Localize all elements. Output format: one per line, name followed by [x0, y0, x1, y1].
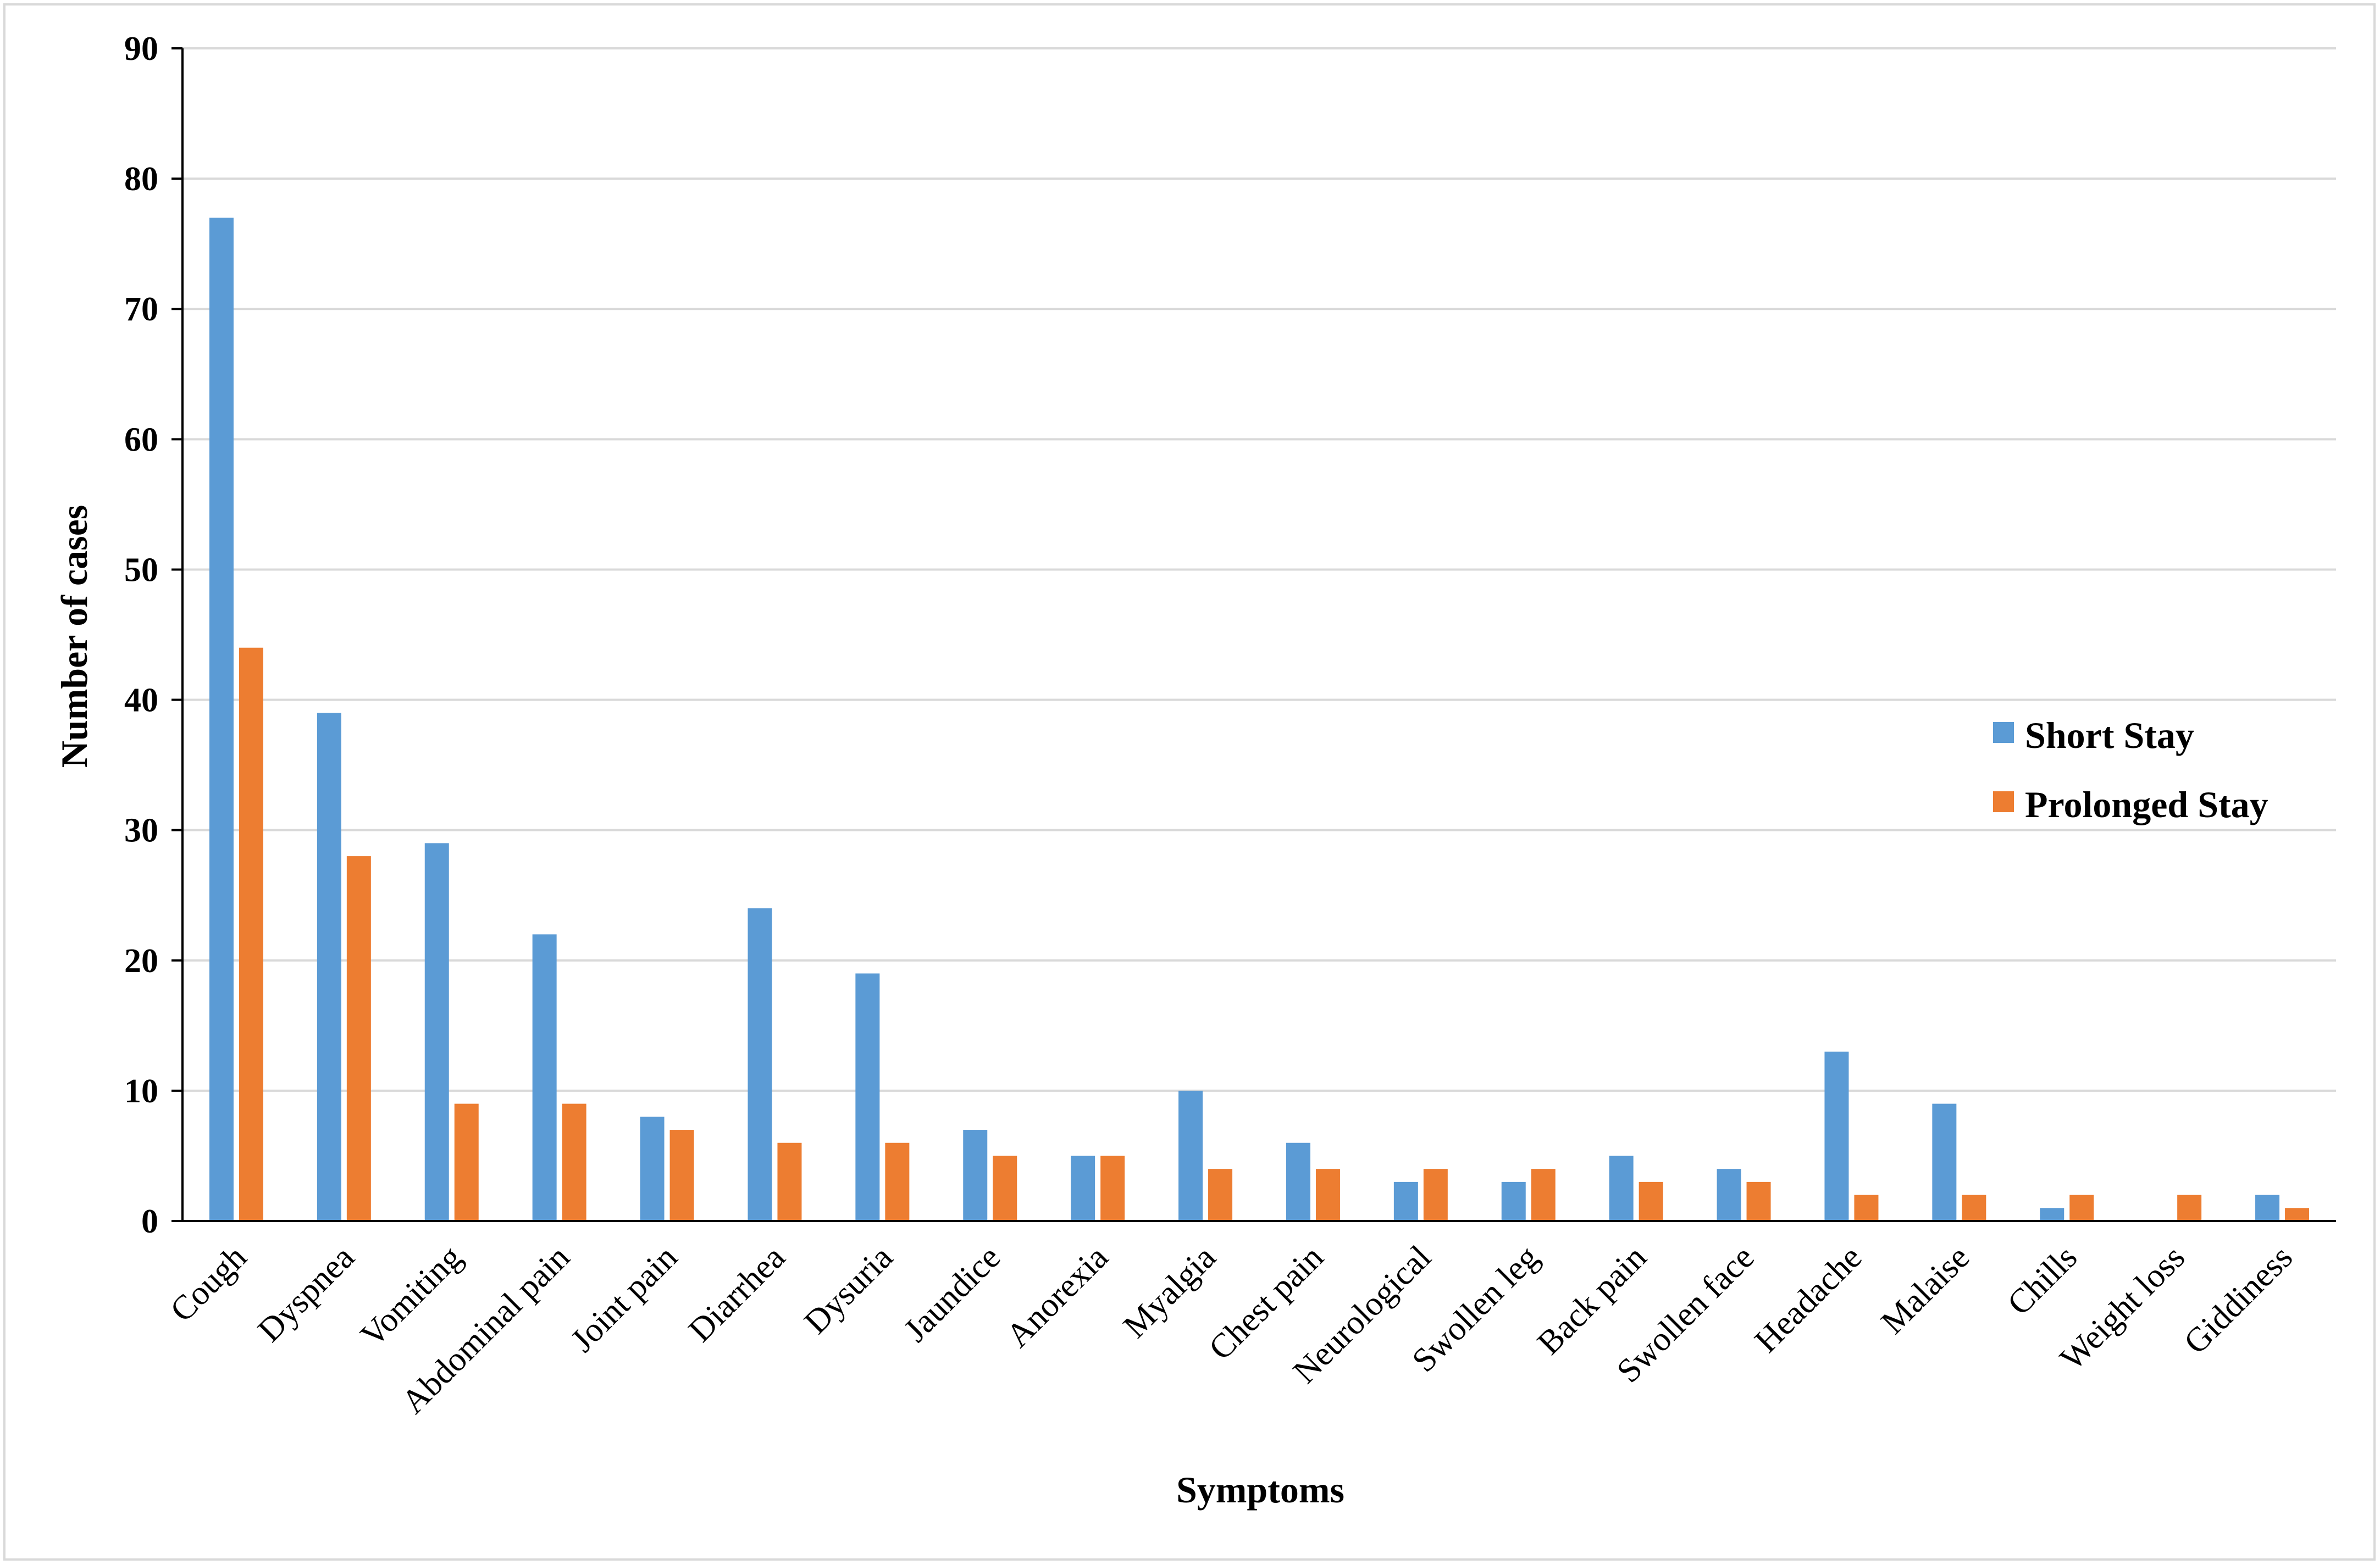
legend-swatch-short-stay — [1993, 722, 2014, 743]
bar-prolonged-stay — [2177, 1195, 2202, 1221]
bar-prolonged-stay — [1100, 1156, 1125, 1221]
y-tick-label: 40 — [124, 682, 158, 719]
chart-frame — [3, 3, 2376, 1561]
bar-prolonged-stay — [1639, 1181, 1663, 1221]
bar-prolonged-stay — [346, 856, 371, 1221]
bar-short-stay — [1824, 1051, 1849, 1221]
x-tick-label: Dyspnea — [251, 1239, 361, 1349]
y-tick-label: 90 — [124, 30, 158, 68]
x-tick-label: Myalgia — [1116, 1239, 1223, 1345]
legend: Short Stay Prolonged Stay — [1993, 714, 2268, 825]
y-tick-label: 30 — [124, 812, 158, 850]
legend-swatch-prolonged-stay — [1993, 791, 2014, 812]
x-tick-label: Jaundice — [897, 1239, 1008, 1349]
axes — [171, 47, 2336, 1222]
bar-short-stay — [1932, 1103, 1957, 1221]
bar-prolonged-stay — [454, 1103, 479, 1221]
y-tick-label: 20 — [124, 942, 158, 980]
bar-short-stay — [640, 1117, 665, 1221]
legend-label-short-stay: Short Stay — [2025, 714, 2194, 756]
bar-short-stay — [748, 908, 772, 1221]
bar-short-stay — [532, 934, 557, 1221]
y-tick-labels: 0 10 20 30 40 50 60 70 80 90 — [124, 30, 158, 1240]
x-tick-label: Diarrhea — [682, 1239, 792, 1349]
bar-short-stay — [1393, 1181, 1418, 1221]
bar-prolonged-stay — [1208, 1169, 1233, 1221]
bar-short-stay — [1286, 1142, 1310, 1221]
bar-short-stay — [1501, 1181, 1526, 1221]
bar-prolonged-stay — [993, 1156, 1017, 1221]
x-tick-label: Cough — [163, 1239, 254, 1329]
bar-prolonged-stay — [885, 1142, 910, 1221]
x-tick-label: Headache — [1747, 1239, 1869, 1360]
y-tick-label: 0 — [141, 1203, 158, 1240]
y-axis-title: Number of cases — [53, 505, 95, 768]
bar-short-stay — [1609, 1156, 1634, 1221]
bar-short-stay — [1178, 1090, 1203, 1221]
bar-prolonged-stay — [1315, 1169, 1340, 1221]
bar-prolonged-stay — [1962, 1195, 1986, 1221]
y-tick-label: 80 — [124, 160, 158, 198]
gridlines — [182, 47, 2336, 1092]
bar-short-stay — [2255, 1195, 2280, 1221]
bar-short-stay — [963, 1130, 988, 1221]
bar-prolonged-stay — [1531, 1169, 1556, 1221]
bar-short-stay — [855, 973, 880, 1221]
bar-prolonged-stay — [562, 1103, 586, 1221]
bar-short-stay — [1717, 1169, 1741, 1221]
y-tick-label: 70 — [124, 291, 158, 328]
x-tick-label: Giddiness — [2177, 1239, 2300, 1361]
x-tick-label: Joint pain — [564, 1239, 685, 1359]
bar-short-stay — [317, 713, 341, 1221]
bar-prolonged-stay — [239, 647, 263, 1221]
x-tick-label: Anorexia — [999, 1239, 1115, 1355]
y-tick-label: 50 — [124, 551, 158, 589]
x-tick-label: Malaise — [1874, 1239, 1977, 1341]
bar-short-stay — [424, 843, 449, 1221]
bar-prolonged-stay — [1854, 1195, 1879, 1221]
bar-prolonged-stay — [669, 1130, 694, 1221]
x-axis-title: Symptoms — [1176, 1469, 1344, 1511]
x-tick-label: Chills — [2000, 1239, 2084, 1323]
bar-short-stay — [209, 218, 234, 1222]
bars — [209, 218, 2310, 1222]
bar-prolonged-stay — [2285, 1208, 2310, 1221]
bar-prolonged-stay — [1423, 1169, 1448, 1221]
legend-label-prolonged-stay: Prolonged Stay — [2025, 784, 2268, 825]
bar-prolonged-stay — [777, 1142, 802, 1221]
bar-short-stay — [1071, 1156, 1095, 1221]
y-tick-label: 60 — [124, 421, 158, 458]
y-tick-label: 10 — [124, 1073, 158, 1110]
bar-prolonged-stay — [2069, 1195, 2094, 1221]
bar-short-stay — [2040, 1208, 2064, 1221]
bar-prolonged-stay — [1746, 1181, 1771, 1221]
x-tick-label: Dysuria — [797, 1239, 900, 1341]
